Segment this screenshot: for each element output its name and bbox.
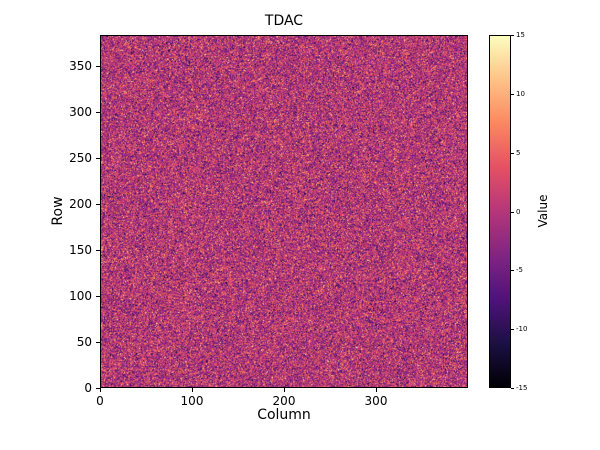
y-tick-label: 250: [69, 151, 92, 166]
x-tick-mark: [100, 388, 101, 392]
x-tick-label: 300: [364, 394, 388, 408]
y-tick-mark: [96, 158, 100, 160]
chart-title: TDAC: [264, 13, 304, 29]
y-tick-label: 200: [69, 197, 92, 212]
colorbar-tick-label: -15: [516, 384, 528, 392]
colorbar-tick-mark: [511, 211, 514, 213]
plot-area: [100, 35, 468, 388]
x-axis-label: Column: [257, 407, 311, 423]
colorbar-tick-label: -5: [516, 266, 523, 275]
colorbar-tick-label: 10: [516, 89, 525, 98]
colorbar-label: Value: [536, 194, 550, 228]
colorbar-tick-label: 0: [516, 207, 521, 216]
x-tick-mark: [192, 388, 193, 392]
y-tick-mark: [96, 342, 100, 344]
y-tick-label: 50: [76, 335, 92, 350]
x-tick-mark: [284, 388, 285, 392]
x-tick-label: 0: [96, 394, 104, 408]
x-tick-mark: [376, 388, 377, 392]
colorbar-tick-mark: [511, 270, 514, 272]
colorbar-tick-label: -10: [516, 325, 528, 334]
y-tick-mark: [96, 388, 100, 389]
y-tick-label: 300: [69, 105, 92, 120]
y-tick-mark: [96, 112, 100, 114]
y-tick-mark: [96, 296, 100, 298]
y-tick-mark: [96, 204, 100, 206]
y-tick-mark: [96, 66, 100, 68]
colorbar-tick-mark: [511, 388, 514, 389]
heatmap-canvas: [101, 36, 467, 387]
colorbar-tick-label: 15: [516, 31, 525, 39]
colorbar-tick-mark: [511, 329, 514, 331]
y-tick-label: 0: [84, 381, 92, 395]
y-tick-mark: [96, 250, 100, 252]
colorbar-tick-mark: [511, 93, 514, 95]
y-tick-label: 350: [69, 59, 92, 74]
y-tick-label: 150: [69, 243, 92, 258]
x-tick-label: 200: [272, 394, 296, 408]
colorbar: [489, 35, 511, 388]
colorbar-tick-label: 5: [516, 148, 521, 157]
y-tick-label: 100: [69, 289, 92, 304]
colorbar-tick-mark: [511, 152, 514, 154]
colorbar-tick-mark: [511, 35, 514, 36]
x-tick-label: 100: [180, 394, 204, 408]
